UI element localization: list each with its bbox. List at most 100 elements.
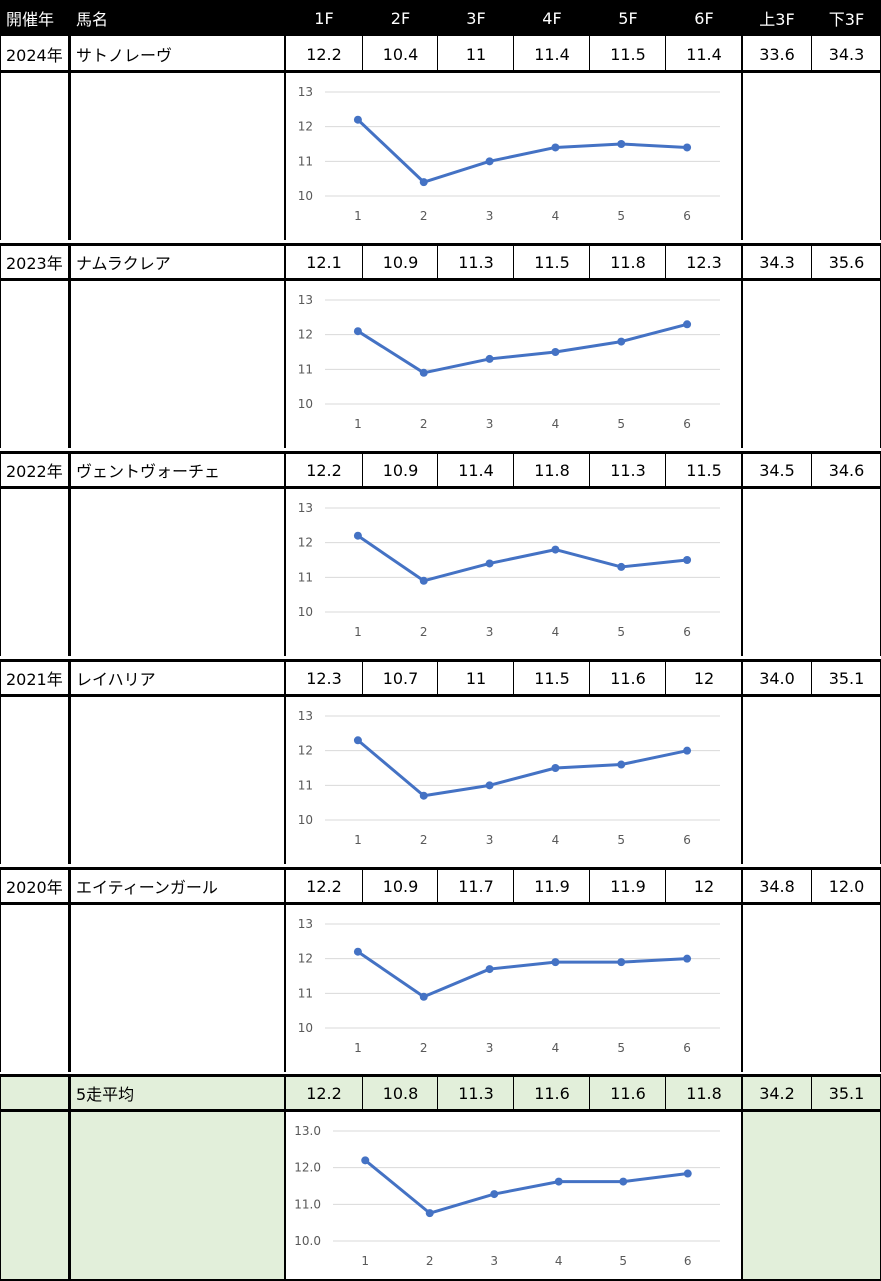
data-point: [617, 562, 626, 571]
column-border: [665, 36, 666, 72]
x-tick-label: 3: [486, 833, 494, 847]
column-border: [437, 36, 438, 72]
y-tick-label: 10: [298, 397, 313, 411]
header-2f: 2F: [363, 0, 438, 36]
column-border: [362, 1075, 363, 1111]
y-tick-label: 11: [298, 154, 313, 168]
column-border: [437, 244, 438, 280]
row-cell-6f: 12: [693, 668, 715, 688]
series-line: [356, 739, 688, 798]
column-border: [362, 452, 363, 488]
row-border: [0, 278, 881, 281]
y-tick-label: 10: [298, 189, 313, 203]
row-cell-5f: 11.6: [610, 1083, 646, 1103]
row-horse-name: レイハリア: [76, 670, 156, 689]
y-tick-label: 10: [298, 605, 313, 619]
data-point: [617, 140, 626, 148]
row-cell-上3f: 34.3: [759, 252, 795, 272]
x-tick-label: 6: [683, 833, 691, 847]
header-last-3f: 下3F: [812, 0, 881, 36]
x-tick-label: 5: [617, 417, 625, 431]
row-cell-下3f: 34.6: [828, 460, 865, 480]
y-tick-label: 12: [298, 952, 313, 966]
y-tick-label: 10: [298, 813, 313, 827]
y-tick-label: 12.0: [294, 1161, 321, 1175]
column-border: [811, 36, 812, 72]
data-point: [425, 1209, 434, 1218]
column-border: [362, 868, 363, 904]
data-point: [419, 576, 428, 585]
row-border: [0, 694, 881, 697]
column-border: [284, 36, 286, 240]
header-4f: 4F: [514, 0, 590, 36]
data-point: [485, 965, 494, 974]
column-border: [665, 452, 666, 488]
column-border: [513, 868, 514, 904]
column-border: [284, 660, 286, 864]
y-tick-label: 11: [298, 778, 313, 792]
row-cell-2f: 10.9: [382, 252, 419, 272]
y-tick-label: 12: [298, 744, 313, 758]
y-tick-label: 12: [298, 328, 313, 342]
y-tick-label: 11: [298, 986, 313, 1000]
row-cell-3f: 11.3: [458, 252, 494, 272]
row-cell-2f: 10.4: [382, 44, 419, 64]
x-tick-label: 2: [420, 833, 428, 847]
x-tick-label: 6: [684, 1254, 692, 1268]
x-tick-label: 4: [552, 625, 560, 639]
row-cell-3f: 11.3: [458, 1083, 494, 1103]
column-border: [741, 244, 743, 448]
row-border: [0, 867, 881, 870]
data-point: [353, 531, 362, 540]
column-border: [665, 868, 666, 904]
y-tick-label: 13: [298, 85, 313, 99]
header-1f: 1F: [285, 0, 363, 36]
data-point: [683, 556, 692, 564]
row-border: [0, 486, 881, 489]
x-tick-label: 6: [683, 1041, 691, 1055]
row-cell-4f: 11.8: [534, 460, 570, 480]
data-point: [617, 958, 626, 967]
column-border: [0, 660, 1, 864]
x-tick-label: 4: [552, 833, 560, 847]
y-tick-label: 13: [298, 293, 313, 307]
column-border: [589, 660, 590, 696]
column-border: [68, 452, 71, 656]
column-border: [665, 244, 666, 280]
column-border: [741, 1075, 743, 1281]
column-border: [741, 36, 743, 240]
series-line: [357, 950, 688, 999]
row-cell-上3f: 34.2: [759, 1083, 795, 1103]
column-border: [0, 868, 1, 1072]
row-cell-3f: 11: [465, 668, 487, 688]
x-tick-label: 3: [486, 417, 494, 431]
column-border: [362, 36, 363, 72]
data-point: [683, 320, 692, 329]
data-point: [551, 348, 560, 356]
column-border: [811, 660, 812, 696]
row-cell-5f: 11.3: [610, 460, 646, 480]
column-border: [589, 1075, 590, 1111]
row-cell-6f: 12: [693, 876, 715, 896]
column-border: [437, 660, 438, 696]
row-cell-6f: 11.5: [686, 460, 722, 480]
bottom-border: [0, 1279, 881, 1281]
column-border: [362, 244, 363, 280]
row-border: [0, 1074, 881, 1077]
row-year: 2024年: [6, 46, 63, 65]
y-tick-label: 13: [298, 709, 313, 723]
row-cell-5f: 11.6: [610, 668, 646, 688]
y-tick-label: 12: [298, 536, 313, 550]
x-tick-label: 3: [486, 1041, 494, 1055]
x-tick-label: 6: [683, 417, 691, 431]
row-cell-6f: 12.3: [686, 252, 722, 272]
row-border: [0, 243, 881, 246]
x-tick-label: 2: [420, 417, 428, 431]
column-border: [665, 1075, 666, 1111]
row-border: [0, 659, 881, 662]
column-border: [513, 452, 514, 488]
header-year: 開催年: [0, 0, 70, 36]
y-tick-label: 12: [298, 120, 313, 134]
row-cell-5f: 11.8: [610, 252, 646, 272]
